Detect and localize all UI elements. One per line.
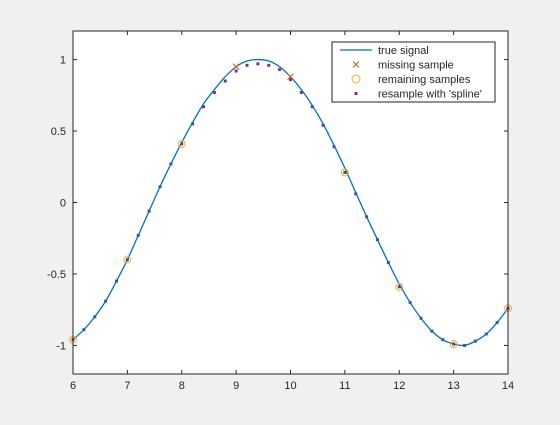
legend-swatch-resample-spline (354, 92, 358, 95)
legend-box (331, 41, 496, 103)
spline-resample-point (180, 142, 184, 146)
legend-item-resample-spline-label: resample with 'spline' (378, 89, 482, 101)
legend-item-true-signal-label: true signal (378, 45, 429, 57)
y-tick-label: 0.5 (51, 126, 66, 138)
legend-swatch-remaining-samples (351, 74, 361, 84)
spline-resample-point (245, 63, 249, 67)
spline-resample-point (343, 170, 347, 174)
spline-resample-point (310, 105, 314, 109)
axes-box (72, 30, 509, 375)
plot-layer (69, 58, 512, 348)
spline-resample-point (321, 123, 325, 127)
x-tick-label: 13 (448, 380, 460, 392)
x-tick-label: 9 (233, 380, 239, 392)
spline-resample-point (278, 68, 282, 72)
x-tick-label: 6 (70, 380, 76, 392)
remaining-sample-point (395, 282, 404, 291)
y-tick-label: 1 (60, 55, 66, 67)
legend-item-remaining-samples-label: remaining samples (378, 74, 471, 86)
missing-sample-point (287, 73, 294, 81)
spline-resample-point (256, 62, 260, 66)
x-tick-label: 14 (502, 380, 514, 392)
spline-resample-point (202, 105, 205, 109)
spline-resample-point (397, 285, 401, 289)
legend: true signal missing sample remaining sampl… (331, 41, 496, 103)
spline-resample-point (234, 69, 238, 73)
remaining-sample-point (177, 139, 186, 148)
y-tick-label: 0 (60, 198, 66, 210)
x-tick-label: 7 (124, 380, 130, 392)
spline-resample-point (299, 90, 303, 94)
spline-resample-point (223, 79, 227, 83)
x-tick-label: 10 (284, 380, 296, 392)
remaining-sample-point (340, 168, 349, 177)
spline-resample-point (267, 63, 271, 67)
spline-resample-point (191, 122, 195, 126)
x-tick-label: 8 (179, 380, 185, 392)
missing-sample-point (232, 63, 240, 71)
tick-layer: 6 7 8 9 10 11 12 13 14 -1 -0.5 0 0.5 1 (47, 31, 514, 392)
y-tick-label: -1 (56, 340, 66, 352)
remaining-sample-point (123, 255, 132, 264)
spline-resample-point (212, 90, 216, 94)
spline-resample-point (289, 78, 292, 82)
remaining-sample-point (449, 339, 458, 348)
x-tick-label: 12 (393, 380, 405, 392)
x-tick-label: 11 (339, 380, 350, 392)
legend-item-missing-sample-label: missing sample (378, 60, 454, 72)
y-tick-label: -0.5 (47, 269, 66, 281)
legend-swatch-missing-sample (352, 61, 360, 68)
